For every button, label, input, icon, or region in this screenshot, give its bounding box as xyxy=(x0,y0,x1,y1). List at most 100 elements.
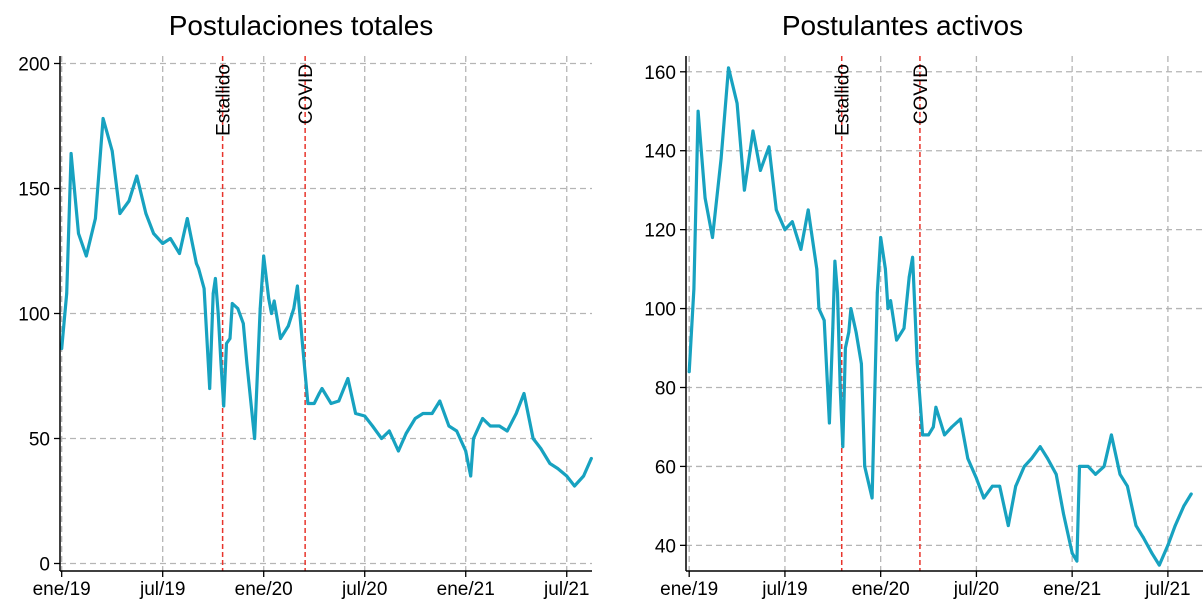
data-point xyxy=(287,325,290,328)
data-point xyxy=(186,217,189,220)
data-point xyxy=(301,342,304,345)
data-point xyxy=(720,157,723,160)
data-point xyxy=(590,457,593,460)
data-point xyxy=(959,418,962,421)
data-point xyxy=(823,319,826,322)
event-label-covid: COVID xyxy=(911,64,932,124)
y-tick-label: 200 xyxy=(18,55,50,76)
data-point xyxy=(849,307,852,310)
data-point xyxy=(927,433,930,436)
data-point xyxy=(111,150,114,153)
data-point xyxy=(532,437,535,440)
data-point xyxy=(245,362,248,365)
data-point xyxy=(380,437,383,440)
data-point xyxy=(371,425,374,428)
data-point xyxy=(388,430,391,433)
data-point xyxy=(354,412,357,415)
data-point xyxy=(791,220,794,223)
data-point xyxy=(85,255,88,258)
data-point xyxy=(438,400,441,403)
data-point xyxy=(455,430,458,433)
y-tick-label: 0 xyxy=(39,555,50,576)
data-point xyxy=(932,426,935,429)
data-point xyxy=(169,237,172,240)
data-point xyxy=(102,117,105,120)
data-point xyxy=(950,426,953,429)
data-point xyxy=(943,433,946,436)
data-point xyxy=(212,292,215,295)
data-point xyxy=(998,485,1001,488)
chart-panel-postulantes-activos: Postulantes activos 406080100120140160en… xyxy=(602,0,1203,601)
data-point xyxy=(152,232,155,235)
data-point xyxy=(292,307,295,310)
y-tick-label: 40 xyxy=(655,536,676,557)
data-point xyxy=(313,402,316,405)
data-point xyxy=(270,312,273,315)
x-tick-label: jul/19 xyxy=(761,579,807,600)
data-point xyxy=(1151,552,1154,555)
data-point xyxy=(1075,560,1078,563)
data-point xyxy=(871,497,874,500)
data-point xyxy=(688,370,691,373)
data-point xyxy=(839,386,842,389)
data-point xyxy=(573,485,576,488)
series-line xyxy=(62,119,592,487)
data-point xyxy=(836,291,839,294)
data-point xyxy=(889,299,892,302)
data-point xyxy=(70,152,73,155)
data-point xyxy=(815,268,818,271)
x-tick-label: jul/19 xyxy=(139,579,185,600)
data-point xyxy=(975,477,978,480)
data-point xyxy=(267,297,270,300)
grid xyxy=(60,56,592,571)
data-point xyxy=(253,437,256,440)
data-point xyxy=(743,189,746,192)
data-point xyxy=(1142,536,1145,539)
data-point xyxy=(1014,485,1017,488)
x-tick-label: ene/19 xyxy=(660,579,718,600)
data-point xyxy=(752,130,755,133)
data-point xyxy=(1190,493,1193,496)
data-point xyxy=(704,197,707,200)
data-point xyxy=(119,212,122,215)
y-tick-label: 80 xyxy=(655,378,676,399)
data-point xyxy=(229,337,232,340)
data-point xyxy=(693,287,696,290)
data-point xyxy=(1071,552,1074,555)
data-point xyxy=(934,406,937,409)
data-point xyxy=(94,217,97,220)
data-point xyxy=(330,402,333,405)
data-point xyxy=(195,262,198,265)
data-point xyxy=(498,425,501,428)
data-point xyxy=(1046,457,1049,460)
data-point xyxy=(1078,465,1081,468)
data-point xyxy=(1030,457,1033,460)
data-point xyxy=(1062,512,1065,515)
data-point xyxy=(346,377,349,380)
data-point xyxy=(178,252,181,255)
data-point xyxy=(1110,433,1113,436)
data-point xyxy=(1023,465,1026,468)
data-point xyxy=(135,175,138,178)
data-point xyxy=(337,400,340,403)
data-point xyxy=(565,475,568,478)
data-point xyxy=(231,302,234,305)
data-point xyxy=(1055,473,1058,476)
y-tick-label: 100 xyxy=(644,300,676,321)
data-point xyxy=(784,228,787,231)
y-tick-label: 50 xyxy=(29,430,50,451)
data-point xyxy=(834,260,837,263)
x-tick-label: ene/19 xyxy=(33,579,91,600)
x-tick-label: ene/21 xyxy=(437,579,495,600)
data-point xyxy=(1087,465,1090,468)
data-point xyxy=(1166,544,1169,547)
data-point xyxy=(982,497,985,500)
data-point xyxy=(556,467,559,470)
data-point xyxy=(759,169,762,172)
data-point xyxy=(464,450,467,453)
data-point xyxy=(296,285,299,288)
event-label-estallido: Estallido xyxy=(833,64,854,136)
chart-svg-postulantes-activos: 406080100120140160ene/19jul/19ene/20jul/… xyxy=(602,0,1203,601)
data-point xyxy=(1039,445,1042,448)
data-point xyxy=(966,457,969,460)
